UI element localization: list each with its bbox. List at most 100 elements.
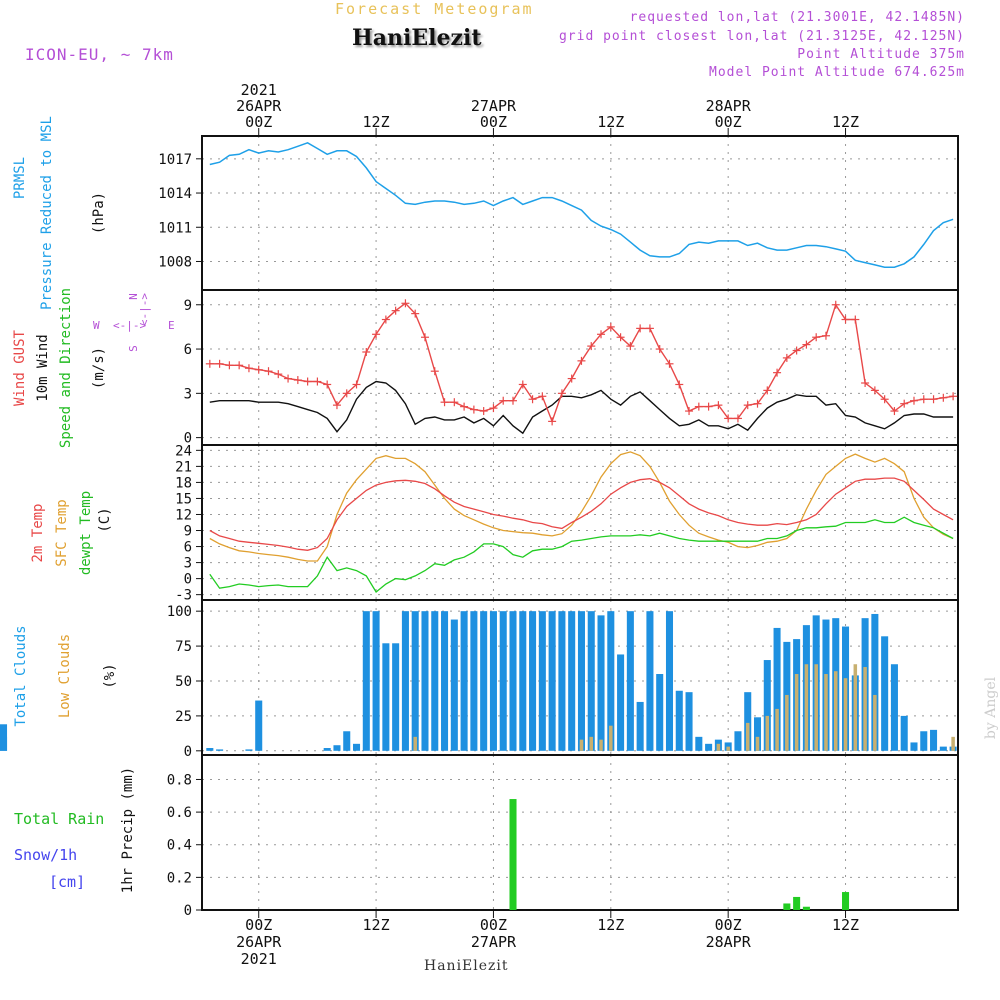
- y-tick-label: 0.6: [167, 805, 192, 821]
- time-label-top: 00Z: [715, 113, 742, 131]
- model-name: ICON-EU, ~ 7km: [25, 45, 174, 64]
- total-clouds-bar: [372, 611, 380, 751]
- time-label-bottom: 00Z: [480, 916, 507, 934]
- y-tick-label: 21: [175, 459, 192, 475]
- total-clouds-bar: [245, 749, 253, 751]
- low-clouds-bar: [804, 664, 809, 751]
- total-clouds-bar: [548, 611, 556, 751]
- total-clouds-bar: [577, 611, 585, 751]
- total-clouds-bar: [675, 690, 683, 751]
- snow-label: Snow/1h: [14, 846, 78, 864]
- cm-label: [cm]: [49, 873, 86, 891]
- total-clouds-bar: [900, 715, 908, 751]
- y-tick-label: 6: [184, 540, 192, 556]
- total-clouds-bar: [939, 746, 947, 751]
- low-clouds-bar: [609, 725, 613, 751]
- total-clouds-bar: [568, 611, 576, 751]
- point-altitude: Point Altitude 375m: [797, 47, 965, 62]
- total-clouds-bar: [401, 611, 409, 751]
- low-clouds-bar: [589, 736, 594, 751]
- total-clouds-bar: [685, 692, 693, 751]
- total-clouds-bar: [881, 636, 889, 751]
- compass-e-label: E: [168, 319, 175, 332]
- model-altitude: Model Point Altitude 674.625m: [709, 65, 965, 80]
- total-clouds-bar: [871, 613, 879, 751]
- rain-bar: [509, 799, 517, 910]
- low-clouds-bar: [873, 694, 877, 751]
- total-clouds-bar: [734, 731, 742, 751]
- total-clouds-bar: [705, 743, 713, 751]
- time-label-top: 00Z: [480, 113, 507, 131]
- y-tick-label: 1017: [158, 152, 192, 168]
- low-clouds-bar: [579, 739, 584, 751]
- total-clouds-bar: [441, 611, 449, 751]
- low-clouds-bar: [413, 736, 417, 751]
- time-label-top: 12Z: [597, 113, 624, 131]
- total-clouds-bar: [333, 745, 341, 751]
- pressure-line: [209, 141, 954, 268]
- total-clouds-bar: [382, 643, 390, 751]
- total-clouds-bar: [421, 611, 429, 751]
- y-tick-label: 0: [184, 572, 192, 588]
- total-clouds-bar: [695, 736, 703, 751]
- rain-bar: [842, 892, 850, 910]
- low-clouds-bar: [599, 739, 603, 751]
- low-clouds-bar: [843, 678, 848, 751]
- total-clouds-bar: [470, 611, 478, 751]
- total-clouds-bar: [773, 627, 781, 751]
- low-clouds-bar: [824, 674, 828, 751]
- total-clouds-bar: [206, 748, 214, 751]
- low-clouds-bar: [755, 736, 760, 751]
- total-clouds-bar: [509, 611, 517, 751]
- compass-horizontal-arrow: <-|->: [113, 319, 147, 332]
- low-clouds-bar: [785, 694, 789, 751]
- panel-frame: [201, 754, 959, 911]
- y-tick-label: -3: [175, 588, 192, 604]
- total-clouds-bar: [724, 742, 732, 751]
- total-clouds-bar: [489, 611, 497, 751]
- chart-title: Forecast Meteogram: [335, 0, 534, 18]
- total-clouds-bar: [665, 611, 674, 751]
- low-clouds-bar: [716, 743, 721, 751]
- time-label-top: 27APR: [471, 97, 517, 115]
- low-clouds-bar: [814, 664, 818, 751]
- y-tick-label: 25: [175, 709, 192, 725]
- y-tick-label: 1014: [158, 186, 192, 202]
- low-clouds-bar: [794, 674, 799, 751]
- low-clouds-bar: [863, 667, 867, 751]
- time-label-top: 12Z: [832, 113, 859, 131]
- y-tick-label: 24: [175, 443, 192, 459]
- low-clouds-bar: [726, 746, 730, 751]
- rain-bar: [783, 903, 791, 910]
- y-tick-label: 6: [184, 342, 192, 358]
- total-clouds-bar: [0, 724, 8, 751]
- low-clouds-bar: [833, 671, 838, 751]
- y-tick-label: 15: [175, 491, 192, 507]
- y-tick-label: 50: [175, 674, 192, 690]
- footer-station: HaniElezit: [424, 958, 509, 974]
- total-clouds-bar: [323, 748, 331, 751]
- y-tick-label: 1008: [158, 254, 192, 270]
- y-tick-label: 100: [167, 604, 192, 620]
- temp-2m-line: [209, 477, 954, 551]
- total-clouds-bar: [450, 619, 458, 751]
- wind-10m-line: [209, 380, 954, 435]
- panel-frame: [201, 289, 959, 446]
- time-label-bottom: 2021: [241, 950, 277, 968]
- closest-coords: grid point closest lon,lat (21.3125E, 42…: [558, 29, 965, 44]
- time-label-bottom: 12Z: [363, 916, 390, 934]
- total-clouds-bar: [910, 742, 918, 751]
- total-clouds-bar: [216, 749, 224, 751]
- total-clouds-bar: [920, 731, 928, 751]
- time-label-top: 26APR: [236, 97, 282, 115]
- total-clouds-bar: [538, 611, 546, 751]
- total-rain-label: Total Rain: [14, 810, 105, 828]
- total-clouds-bar: [460, 611, 468, 751]
- total-clouds-bar: [763, 660, 771, 751]
- total-clouds-bar: [411, 611, 419, 751]
- y-tick-label: 12: [175, 507, 192, 523]
- low-clouds-bar: [853, 664, 858, 751]
- y-tick-label: 3: [184, 556, 192, 572]
- rain-bar: [802, 906, 810, 910]
